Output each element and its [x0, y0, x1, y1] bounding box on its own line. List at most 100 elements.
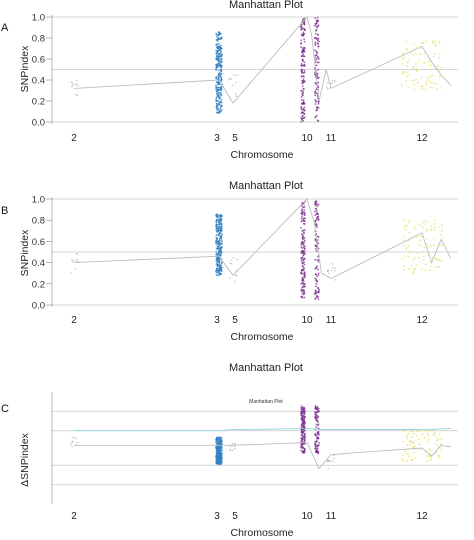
data-point	[437, 454, 440, 457]
data-point	[300, 71, 303, 74]
x-tick-label: 10	[301, 511, 313, 522]
data-point	[220, 457, 223, 460]
data-point	[434, 266, 437, 268]
data-point	[410, 435, 413, 438]
data-point	[219, 461, 222, 463]
data-point	[409, 251, 411, 254]
data-point	[303, 440, 306, 443]
data-point	[217, 246, 220, 249]
data-point	[438, 226, 441, 228]
data-point	[220, 262, 223, 265]
data-point	[303, 245, 306, 247]
data-point	[303, 61, 306, 64]
data-point	[302, 53, 305, 56]
data-point	[230, 78, 233, 80]
data-point	[234, 280, 236, 283]
data-point	[317, 19, 319, 22]
data-point	[76, 260, 79, 262]
data-point	[233, 447, 236, 450]
data-point	[71, 82, 74, 85]
data-point	[412, 271, 415, 273]
data-point	[317, 37, 320, 40]
data-point	[402, 71, 405, 73]
data-point	[412, 430, 415, 433]
data-point	[411, 445, 414, 448]
x-axis-title: Chromosome	[230, 331, 293, 343]
data-point	[73, 436, 76, 439]
data-point	[410, 441, 413, 444]
data-point	[402, 52, 404, 55]
data-point	[303, 275, 306, 278]
data-point	[434, 40, 437, 43]
data-point	[235, 81, 237, 83]
data-point	[217, 94, 220, 97]
data-point	[218, 69, 220, 72]
data-point	[218, 32, 221, 35]
data-point	[315, 266, 318, 269]
data-point	[220, 459, 223, 462]
data-point	[318, 40, 320, 43]
data-point	[316, 436, 319, 439]
data-point	[317, 76, 320, 79]
data-point	[414, 53, 417, 55]
data-point	[315, 88, 318, 91]
data-point	[220, 73, 223, 75]
data-point	[220, 53, 222, 56]
data-point	[315, 207, 318, 210]
data-point	[432, 74, 434, 77]
data-point	[220, 463, 223, 465]
data-point	[327, 81, 329, 84]
data-point	[414, 78, 417, 81]
data-point	[220, 69, 223, 72]
data-point	[233, 74, 235, 76]
data-point	[301, 292, 304, 295]
data-point	[216, 104, 219, 106]
data-point	[317, 61, 320, 64]
data-point	[301, 233, 303, 235]
data-point	[220, 37, 223, 40]
data-point	[300, 444, 303, 446]
data-point	[314, 405, 317, 408]
data-point	[217, 264, 220, 267]
data-point	[316, 56, 319, 58]
data-point	[412, 65, 415, 68]
data-point	[317, 57, 320, 60]
data-point	[220, 218, 223, 221]
data-point	[302, 425, 305, 428]
data-point	[301, 236, 304, 239]
data-point	[333, 79, 336, 82]
data-point	[218, 262, 221, 265]
y-tick-label: 0.0	[32, 301, 45, 312]
data-point	[440, 87, 443, 89]
data-point	[330, 269, 333, 272]
cluster-chrom-11	[326, 454, 335, 470]
data-point	[316, 205, 319, 208]
data-point	[303, 209, 306, 211]
data-point	[219, 236, 222, 239]
data-point	[314, 44, 317, 46]
data-point	[233, 445, 236, 448]
data-point	[331, 267, 334, 269]
x-tick-label: 10	[301, 315, 313, 326]
data-point	[303, 239, 306, 242]
data-point	[405, 80, 408, 83]
data-point	[315, 114, 318, 117]
data-point	[326, 86, 328, 89]
x-tick-label: 11	[326, 133, 337, 144]
data-point	[219, 106, 222, 109]
data-point	[401, 258, 404, 260]
data-point	[418, 235, 421, 238]
data-point	[314, 258, 316, 261]
panel-letter: C	[1, 403, 9, 415]
data-point	[302, 242, 305, 245]
data-point	[406, 444, 409, 446]
data-point	[215, 274, 218, 277]
data-point	[427, 430, 430, 433]
data-point	[314, 407, 317, 410]
data-point	[217, 88, 220, 91]
data-point	[301, 59, 304, 62]
data-point	[217, 462, 220, 465]
data-point	[315, 426, 318, 428]
y-tick-label: 0.2	[32, 279, 45, 290]
data-point	[418, 224, 421, 227]
